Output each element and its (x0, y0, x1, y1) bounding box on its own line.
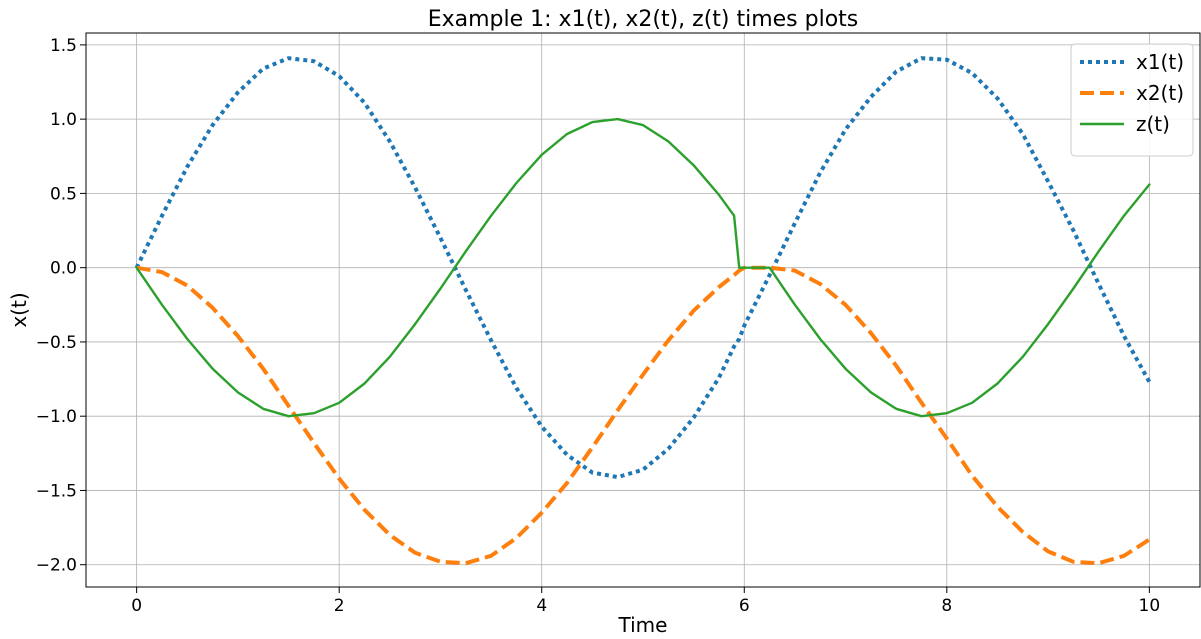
series-layer (134, 56, 1152, 566)
y-axis-ticks: 1.5 1.0 0.5 0.0 −0.5 −1.0 −1.5 −2.0 (36, 36, 86, 576)
plot-area-frame (85, 32, 1201, 588)
series-line-x1t (134, 56, 1152, 480)
x-tick-label: 6 (739, 596, 750, 616)
y-tick-label: 0.0 (50, 259, 77, 279)
y-tick-label: −1.5 (36, 481, 77, 501)
legend-label: z(t) (1136, 112, 1170, 136)
y-axis-label: x(t) (7, 292, 31, 327)
x-tick-label: 8 (941, 596, 952, 616)
x-tick-label: 10 (1139, 596, 1161, 616)
x-tick-label: 0 (131, 596, 142, 616)
y-tick-label: −1.0 (36, 407, 77, 427)
series-line-x2t (136, 265, 1151, 566)
legend: x1(t) x2(t) z(t) (1070, 43, 1194, 157)
chart-title: Example 1: x1(t), x2(t), z(t) times plot… (428, 7, 859, 32)
x-tick-label: 4 (536, 596, 547, 616)
y-tick-label: 1.0 (50, 110, 77, 130)
y-tick-label: −2.0 (36, 556, 77, 576)
grid-lines (86, 33, 1200, 587)
series-line-zt (135, 117, 1151, 418)
y-tick-label: 0.5 (50, 184, 77, 204)
x-tick-label: 2 (334, 596, 345, 616)
y-tick-label: 1.5 (50, 36, 77, 56)
legend-label: x1(t) (1136, 50, 1184, 74)
y-tick-label: −0.5 (36, 333, 77, 353)
x-axis-ticks: 0 2 4 6 8 10 (131, 587, 1160, 616)
legend-box (1070, 43, 1194, 157)
legend-label: x2(t) (1136, 81, 1184, 105)
x-axis-label: Time (618, 613, 668, 637)
